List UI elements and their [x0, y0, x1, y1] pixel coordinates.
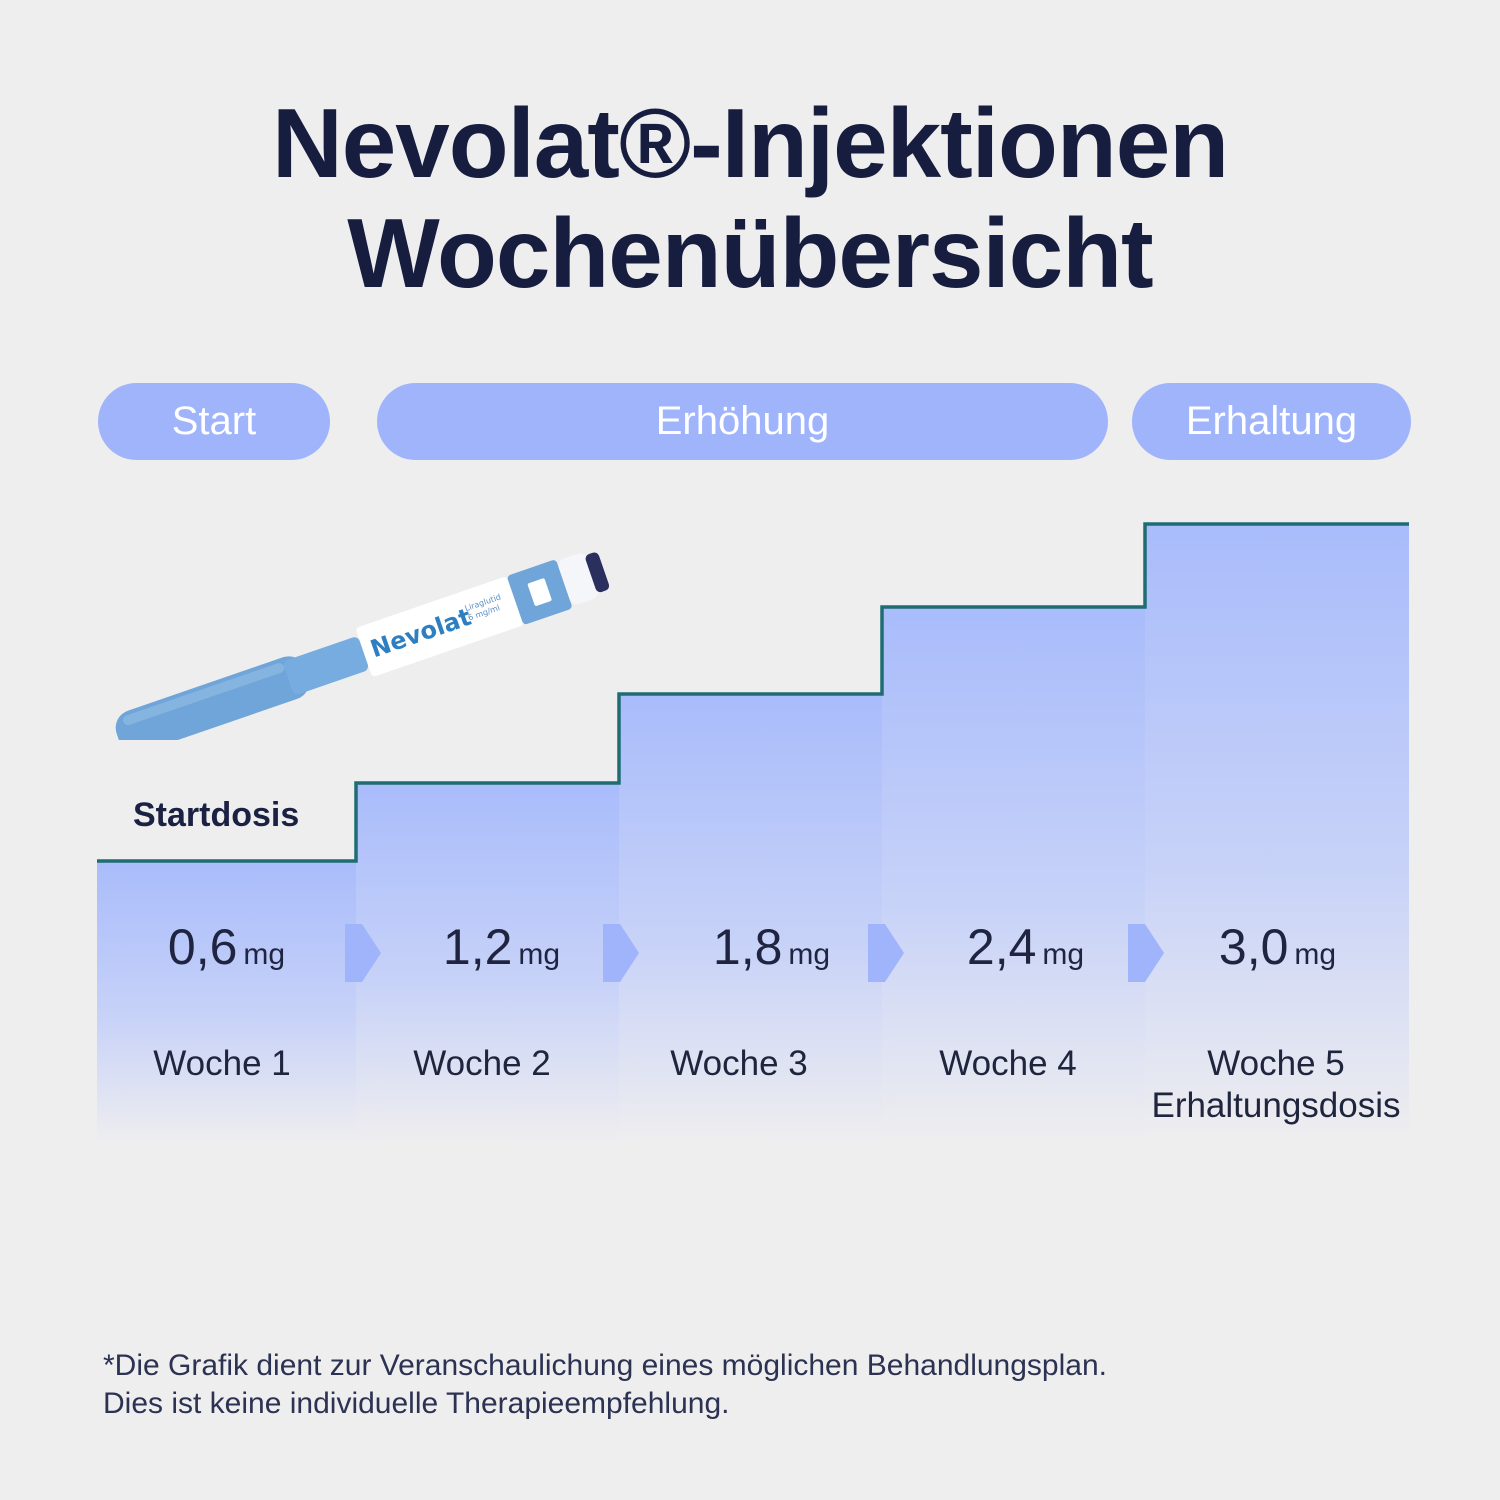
dose-unit: mg [518, 938, 561, 971]
phase-pill-maintenance: Erhaltung [1132, 383, 1411, 460]
dose-unit: mg [1294, 938, 1337, 971]
step-block-3 [619, 694, 882, 1145]
start-dose-label: Startdosis [133, 796, 300, 834]
week-label-3: Woche 3 [670, 1044, 808, 1083]
step-block-4 [882, 607, 1145, 1145]
arrow-icon-2 [603, 924, 639, 982]
week-label-2: Woche 2 [413, 1044, 551, 1083]
dose-value-4: 2,4 mg [896, 918, 1155, 976]
arrow-icon-3 [868, 924, 904, 982]
step-block-1 [97, 861, 356, 1145]
step-block-5 [1145, 524, 1409, 1145]
page-title: Nevolat®-Injektionen Wochenübersicht [0, 88, 1500, 308]
dose-value-2: 1,2 mg [372, 918, 631, 976]
maintenance-dose-label: Erhaltungsdosis [1151, 1086, 1401, 1125]
footnote: *Die Grafik dient zur Veranschaulichung … [103, 1347, 1107, 1423]
title-line-2: Wochenübersicht [347, 198, 1153, 308]
week-label-4: Woche 4 [939, 1044, 1077, 1083]
week-label-5: Woche 5 Erhaltungsdosis [1135, 1043, 1417, 1127]
dose-number: 1,2 [442, 919, 513, 975]
dose-unit: mg [243, 938, 286, 971]
dose-unit: mg [1042, 938, 1085, 971]
stair-line [97, 522, 1409, 863]
dose-number: 2,4 [966, 919, 1037, 975]
step-block-2 [356, 783, 619, 1145]
dose-number: 3,0 [1218, 919, 1289, 975]
week-label-1: Woche 1 [153, 1044, 291, 1083]
footnote-line-1: *Die Grafik dient zur Veranschaulichung … [103, 1349, 1107, 1382]
arrow-icon-1 [345, 924, 381, 982]
injection-pen-image: Nevolat Liraglutid 6 mg/ml [115, 552, 610, 740]
dose-value-1: 0,6 mg [97, 918, 356, 976]
dose-value-5: 3,0 mg [1148, 918, 1407, 976]
dose-unit: mg [788, 938, 831, 971]
phase-pill-increase: Erhöhung [377, 383, 1108, 460]
title-line-1: Nevolat®-Injektionen [271, 88, 1229, 198]
dose-number: 0,6 [167, 919, 238, 975]
phase-pill-start: Start [98, 383, 330, 460]
arrow-icon-4 [1128, 924, 1164, 982]
footnote-line-2: Dies ist keine individuelle Therapieempf… [103, 1387, 730, 1420]
dose-number: 1,8 [712, 919, 783, 975]
week-label-5-week: Woche 5 [1207, 1044, 1345, 1083]
dose-value-3: 1,8 mg [642, 918, 901, 976]
